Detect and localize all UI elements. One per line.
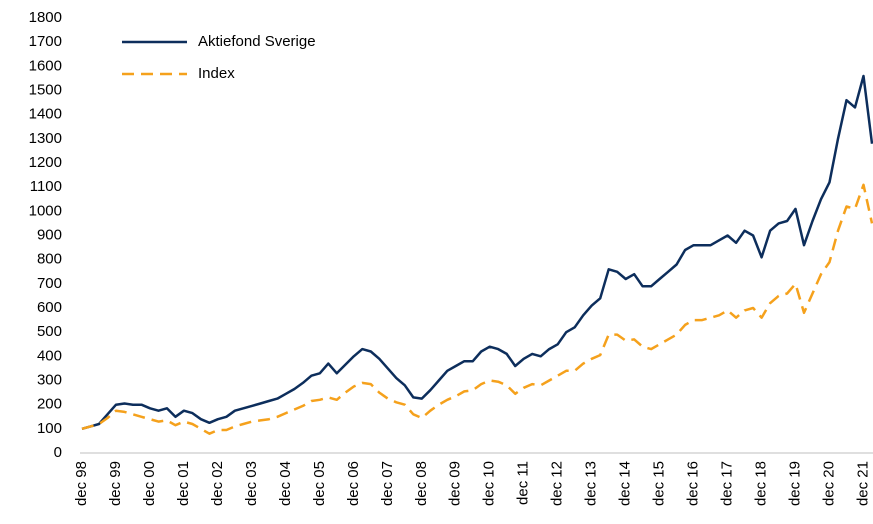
y-tick-label: 0 xyxy=(54,444,62,461)
x-tick-label: dec 00 xyxy=(141,461,158,506)
y-tick-label: 200 xyxy=(37,396,62,413)
x-tick-label: dec 12 xyxy=(549,461,566,506)
x-tick-label: dec 17 xyxy=(719,461,736,506)
x-tick-label: dec 11 xyxy=(515,461,532,505)
y-tick-label: 1400 xyxy=(29,106,62,123)
y-tick-label: 900 xyxy=(37,226,62,243)
x-tick-label: dec 10 xyxy=(481,461,498,506)
y-tick-label: 100 xyxy=(37,420,62,437)
x-tick-label: dec 98 xyxy=(73,461,90,506)
x-tick-label: dec 07 xyxy=(379,461,396,506)
legend-label: Aktiefond Sverige xyxy=(198,33,316,50)
y-tick-label: 1500 xyxy=(29,81,62,98)
x-tick-label: dec 13 xyxy=(583,461,600,506)
y-tick-label: 1200 xyxy=(29,154,62,171)
x-tick-label: dec 18 xyxy=(753,461,770,506)
y-tick-label: 1000 xyxy=(29,202,62,219)
y-tick-label: 400 xyxy=(37,347,62,364)
series-line xyxy=(81,74,873,431)
x-tick-label: dec 15 xyxy=(651,461,668,506)
x-tick-label: dec 16 xyxy=(685,461,702,506)
y-tick-label: 1300 xyxy=(29,130,62,147)
x-tick-label: dec 19 xyxy=(787,461,804,506)
series-line xyxy=(81,183,873,435)
y-tick-label: 300 xyxy=(37,371,62,388)
x-tick-label: dec 02 xyxy=(209,461,226,506)
x-tick-label: dec 14 xyxy=(617,461,634,506)
y-tick-label: 600 xyxy=(37,299,62,316)
x-tick-label: dec 09 xyxy=(447,461,464,506)
x-tick-label: dec 21 xyxy=(854,461,871,506)
y-tick-label: 1600 xyxy=(29,57,62,74)
x-tick-label: dec 03 xyxy=(243,461,260,506)
x-tick-label: dec 06 xyxy=(345,461,362,506)
y-tick-label: 1700 xyxy=(29,33,62,50)
y-tick-label: 1800 xyxy=(29,9,62,26)
x-tick-label: dec 20 xyxy=(820,461,837,506)
y-tick-label: 500 xyxy=(37,323,62,340)
x-tick-label: dec 99 xyxy=(107,461,124,506)
x-tick-label: dec 01 xyxy=(175,461,192,506)
legend-label: Index xyxy=(198,65,235,82)
y-tick-label: 1100 xyxy=(30,178,62,195)
x-tick-label: dec 08 xyxy=(413,461,430,506)
x-tick-label: dec 05 xyxy=(311,461,328,506)
x-tick-label: dec 04 xyxy=(277,461,294,506)
y-tick-label: 800 xyxy=(37,251,62,268)
y-tick-label: 700 xyxy=(37,275,62,292)
